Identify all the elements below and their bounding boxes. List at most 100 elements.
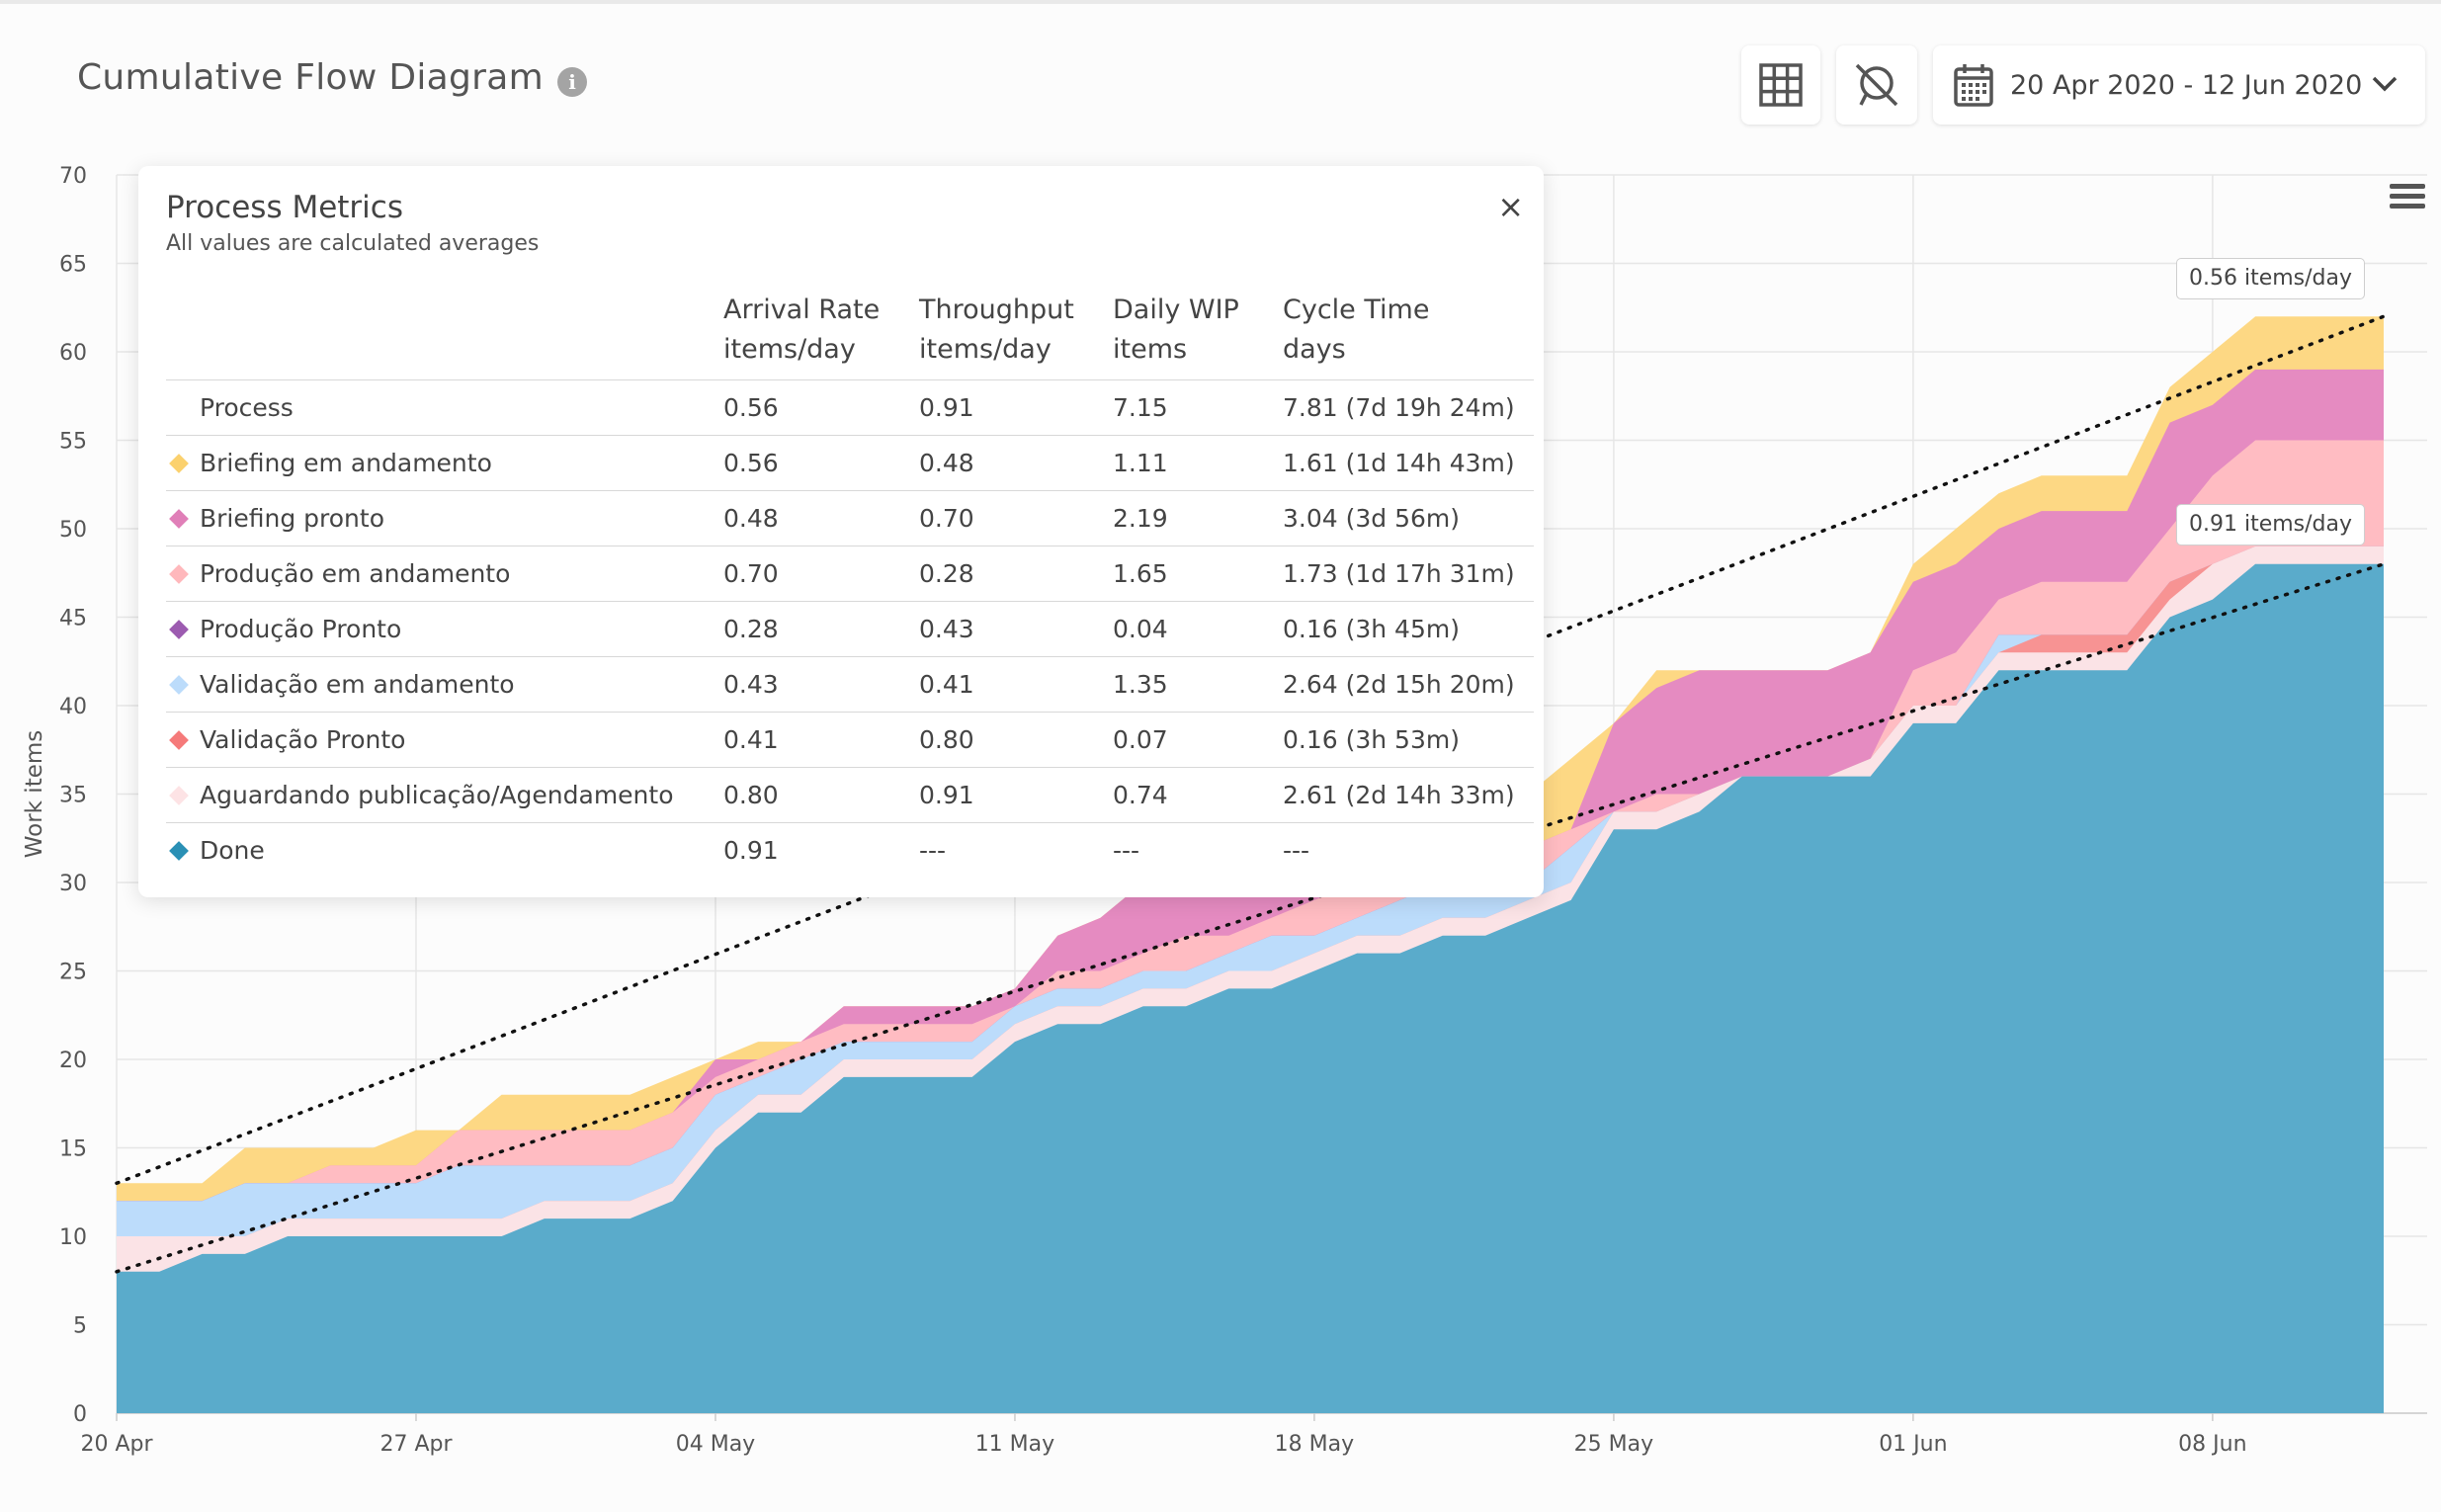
stage-name: Produção Pronto — [166, 601, 723, 657]
legend-diamond-icon — [169, 786, 189, 805]
cycle-time-cell: 0.16 (3h 45m) — [1283, 601, 1534, 657]
chevron-down-icon — [2372, 76, 2398, 92]
stage-name: Briefing em andamento — [166, 435, 723, 491]
toggle-visibility-button[interactable] — [1836, 45, 1917, 125]
header-daily-wip: Daily WIP items — [1113, 294, 1239, 365]
panel-title: Process Metrics — [166, 190, 403, 225]
header-throughput: Throughput items/day — [919, 294, 1074, 365]
stage-name: Process — [166, 379, 723, 436]
legend-diamond-icon — [169, 730, 189, 750]
legend-diamond-icon — [169, 675, 189, 695]
stage-name: Done — [166, 822, 723, 879]
panel-subtitle: All values are calculated averages — [166, 231, 540, 256]
legend-diamond-icon — [169, 509, 189, 529]
y-tick-label: 40 — [59, 695, 87, 719]
table-row: Aguardando publicação/Agendamento 0.80 0.9… — [166, 767, 1534, 823]
x-tick-label: 27 Apr — [379, 1432, 453, 1457]
y-tick-label: 15 — [59, 1137, 87, 1162]
date-range-picker[interactable]: 20 Apr 2020 - 12 Jun 2020 — [1933, 45, 2425, 125]
y-tick-label: 20 — [59, 1049, 87, 1073]
x-tick-label: 25 May — [1574, 1432, 1653, 1457]
table-view-button[interactable] — [1741, 45, 1820, 125]
cycle-time-cell: 2.61 (2d 14h 33m) — [1283, 767, 1534, 823]
arrival-rate-cell: 0.80 — [723, 767, 919, 823]
y-tick-label: 0 — [73, 1402, 87, 1427]
hamburger-menu-icon[interactable] — [2390, 184, 2425, 213]
legend-diamond-icon — [169, 454, 189, 473]
y-tick-label: 55 — [59, 430, 87, 455]
table-row: Briefing em andamento 0.56 0.48 1.11 1.61 (1… — [166, 435, 1534, 491]
table-row: Process 0.56 0.91 7.15 7.81 (7d 19h 24m) — [166, 379, 1534, 436]
y-tick-label: 50 — [59, 518, 87, 543]
stage-name: Produção em andamento — [166, 546, 723, 602]
throughput-cell: 0.41 — [919, 656, 1113, 713]
x-tick-label: 08 Jun — [2178, 1432, 2246, 1457]
throughput-cell: 0.48 — [919, 435, 1113, 491]
trend-line — [115, 562, 2386, 1274]
throughput-cell: 0.91 — [919, 379, 1113, 436]
arrival-rate-cell: 0.41 — [723, 712, 919, 768]
legend-diamond-icon — [169, 564, 189, 584]
metrics-table: Arrival Rate items/day Throughput items/da… — [166, 291, 1534, 879]
header-arrival-rate: Arrival Rate items/day — [723, 294, 881, 365]
throughput-cell: 0.80 — [919, 712, 1113, 768]
y-axis-label: Work items — [22, 730, 47, 859]
y-tick-label: 35 — [59, 784, 87, 808]
table-row: Done 0.91 --- --- --- — [166, 822, 1534, 879]
stage-name: Aguardando publicação/Agendamento — [166, 767, 723, 823]
arrival-rate-cell: 0.43 — [723, 656, 919, 713]
info-icon[interactable]: i — [557, 67, 587, 97]
daily-wip-cell: 0.04 — [1113, 601, 1283, 657]
trend-line — [115, 314, 2386, 1186]
x-tick-label: 20 Apr — [80, 1432, 153, 1457]
area-series-done — [117, 563, 2384, 1413]
cycle-time-cell: 0.16 (3h 53m) — [1283, 712, 1534, 768]
throughput-cell: 0.91 — [919, 767, 1113, 823]
arrival-rate-cell: 0.70 — [723, 546, 919, 602]
table-row: Validação Pronto 0.41 0.80 0.07 0.16 (3h 53m… — [166, 712, 1534, 768]
cycle-time-cell: 1.61 (1d 14h 43m) — [1283, 435, 1534, 491]
header-stage — [166, 291, 723, 380]
throughput-cell: 0.28 — [919, 546, 1113, 602]
close-icon[interactable]: × — [1497, 188, 1524, 225]
y-tick-label: 10 — [59, 1225, 87, 1250]
metrics-header-row: Arrival Rate items/day Throughput items/da… — [166, 291, 1534, 380]
x-tick-label: 04 May — [676, 1432, 755, 1457]
y-tick-label: 30 — [59, 872, 87, 896]
top-divider — [0, 0, 2441, 4]
arrival-rate-cell: 0.28 — [723, 601, 919, 657]
trend-rate-label: 0.91 items/day — [2176, 504, 2366, 546]
calendar-icon — [1954, 64, 1993, 107]
throughput-cell: --- — [919, 822, 1113, 879]
table-row: Produção em andamento 0.70 0.28 1.65 1.73 (1… — [166, 546, 1534, 602]
legend-diamond-icon — [169, 620, 189, 639]
daily-wip-cell: 1.65 — [1113, 546, 1283, 602]
table-row: Produção Pronto 0.28 0.43 0.04 0.16 (3h 45m) — [166, 601, 1534, 657]
throughput-cell: 0.43 — [919, 601, 1113, 657]
daily-wip-cell: 7.15 — [1113, 379, 1283, 436]
y-tick-label: 25 — [59, 961, 87, 985]
process-metrics-panel: Process Metrics All values are calculate… — [138, 166, 1544, 897]
legend-diamond-icon — [169, 841, 189, 862]
daily-wip-cell: --- — [1113, 822, 1283, 879]
daily-wip-cell: 1.35 — [1113, 656, 1283, 713]
stage-name: Validação em andamento — [166, 656, 723, 713]
daily-wip-cell: 1.11 — [1113, 435, 1283, 491]
cycle-time-cell: --- — [1283, 822, 1534, 879]
page-title: Cumulative Flow Diagram — [77, 57, 544, 98]
table-row: Briefing pronto 0.48 0.70 2.19 3.04 (3d 56m) — [166, 490, 1534, 546]
arrival-rate-cell: 0.56 — [723, 379, 919, 436]
daily-wip-cell: 0.74 — [1113, 767, 1283, 823]
y-tick-label: 60 — [59, 341, 87, 366]
arrival-rate-cell: 0.56 — [723, 435, 919, 491]
throughput-cell: 0.70 — [919, 490, 1113, 546]
cycle-time-cell: 2.64 (2d 15h 20m) — [1283, 656, 1534, 713]
date-range-label: 20 Apr 2020 - 12 Jun 2020 — [2010, 69, 2363, 101]
y-tick-label: 65 — [59, 253, 87, 278]
cycle-time-cell: 3.04 (3d 56m) — [1283, 490, 1534, 546]
table-grid-icon — [1759, 63, 1803, 107]
y-tick-label: 70 — [59, 164, 87, 189]
cycle-time-cell: 7.81 (7d 19h 24m) — [1283, 379, 1534, 436]
arrival-rate-cell: 0.48 — [723, 490, 919, 546]
table-row: Validação em andamento 0.43 0.41 1.35 2.64 (… — [166, 656, 1534, 713]
